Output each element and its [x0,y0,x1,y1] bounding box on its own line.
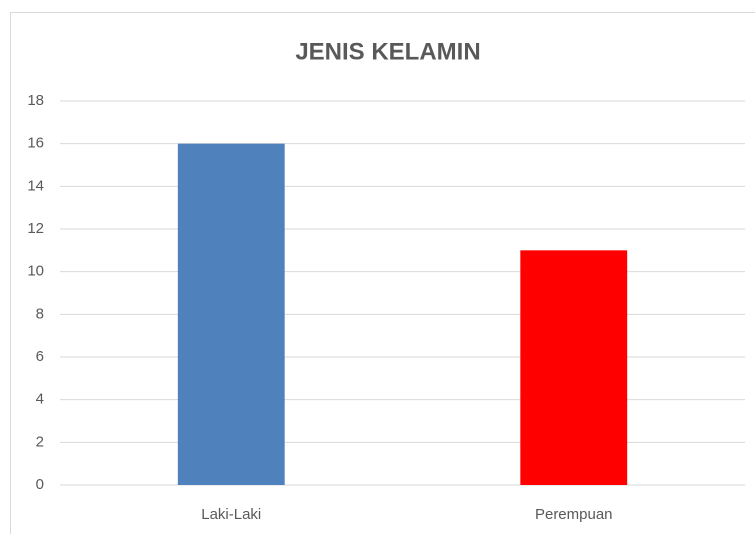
y-tick-label: 14 [27,177,44,194]
y-tick-label: 2 [36,433,44,450]
y-tick-label: 16 [27,135,44,152]
x-tick-label: Perempuan [535,506,613,523]
y-tick-label: 4 [36,391,44,408]
y-tick-label: 10 [27,263,44,280]
y-tick-label: 12 [27,220,44,237]
chart-title: JENIS KELAMIN [295,38,480,65]
y-tick-label: 18 [27,92,44,109]
bar [520,250,628,485]
y-tick-label: 0 [36,476,44,493]
x-tick-label: Laki-Laki [201,506,261,523]
bar [177,143,285,485]
y-tick-label: 6 [36,348,44,365]
chart-border [10,12,755,534]
y-tick-label: 8 [36,305,44,322]
